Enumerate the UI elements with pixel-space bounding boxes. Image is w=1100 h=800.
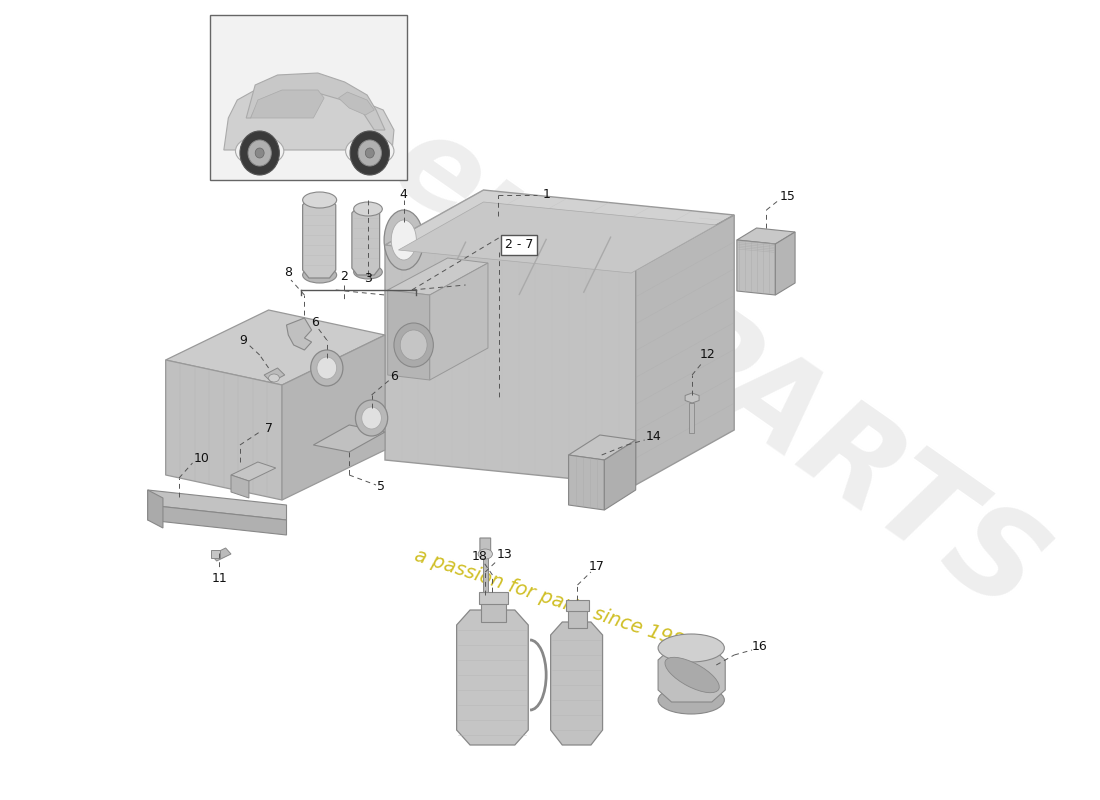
Text: 2: 2	[340, 270, 348, 282]
Bar	[690, 403, 694, 433]
Ellipse shape	[392, 220, 416, 260]
Text: 2 - 7: 2 - 7	[505, 238, 534, 251]
Polygon shape	[387, 290, 430, 380]
Ellipse shape	[302, 192, 337, 208]
Text: 14: 14	[646, 430, 661, 443]
Text: 10: 10	[194, 451, 209, 465]
Ellipse shape	[268, 374, 279, 382]
Polygon shape	[658, 648, 725, 702]
Polygon shape	[569, 455, 604, 510]
Polygon shape	[776, 232, 795, 295]
Polygon shape	[147, 490, 286, 520]
Polygon shape	[251, 90, 324, 118]
Bar	[210, 15, 407, 180]
Polygon shape	[636, 215, 734, 485]
Ellipse shape	[664, 658, 719, 693]
Text: a passion for parts since 1985: a passion for parts since 1985	[412, 546, 698, 654]
Polygon shape	[352, 207, 379, 275]
Text: 12: 12	[700, 349, 715, 362]
Polygon shape	[685, 393, 700, 403]
Polygon shape	[737, 240, 775, 295]
Polygon shape	[398, 202, 716, 273]
Polygon shape	[737, 228, 795, 244]
Ellipse shape	[255, 148, 264, 158]
Text: 9: 9	[240, 334, 248, 346]
Polygon shape	[302, 198, 336, 278]
Text: 1: 1	[542, 189, 550, 202]
Text: 6: 6	[390, 370, 398, 382]
Ellipse shape	[235, 136, 284, 166]
Ellipse shape	[345, 136, 394, 166]
Ellipse shape	[400, 330, 427, 360]
Bar	[484, 555, 488, 595]
Polygon shape	[385, 190, 734, 270]
Ellipse shape	[354, 202, 383, 216]
Polygon shape	[246, 73, 385, 130]
Ellipse shape	[478, 549, 493, 559]
Ellipse shape	[240, 131, 279, 175]
Polygon shape	[166, 360, 282, 500]
Polygon shape	[385, 245, 636, 485]
Text: 7: 7	[265, 422, 273, 434]
Text: 13: 13	[497, 549, 513, 562]
Text: 15: 15	[780, 190, 795, 202]
Text: euroPARTS: euroPARTS	[368, 102, 1064, 638]
Ellipse shape	[354, 265, 383, 279]
Polygon shape	[211, 548, 231, 561]
Polygon shape	[231, 475, 249, 498]
Ellipse shape	[310, 350, 343, 386]
Polygon shape	[569, 435, 636, 460]
Polygon shape	[430, 263, 488, 380]
Text: 16: 16	[751, 639, 767, 653]
Bar	[565, 600, 590, 611]
Text: 5: 5	[377, 481, 385, 494]
Text: 4: 4	[400, 189, 408, 202]
Ellipse shape	[302, 267, 337, 283]
Polygon shape	[166, 310, 385, 385]
Polygon shape	[282, 335, 385, 500]
Polygon shape	[147, 490, 163, 528]
Bar	[478, 592, 508, 604]
Polygon shape	[147, 505, 286, 535]
Ellipse shape	[658, 634, 724, 662]
Polygon shape	[551, 622, 603, 745]
Text: 8: 8	[284, 266, 293, 279]
Ellipse shape	[658, 686, 724, 714]
Text: 6: 6	[311, 317, 319, 330]
Polygon shape	[339, 92, 374, 115]
Polygon shape	[314, 425, 385, 452]
Ellipse shape	[394, 323, 433, 367]
Ellipse shape	[365, 148, 374, 158]
Bar	[211, 550, 220, 558]
Text: 18: 18	[472, 550, 487, 562]
Polygon shape	[456, 610, 528, 745]
Polygon shape	[264, 368, 285, 382]
Polygon shape	[223, 87, 394, 150]
Text: 3: 3	[364, 271, 372, 285]
Polygon shape	[286, 318, 311, 350]
Ellipse shape	[355, 400, 387, 436]
Polygon shape	[387, 258, 488, 295]
Polygon shape	[688, 397, 698, 403]
Ellipse shape	[317, 357, 337, 379]
Polygon shape	[231, 462, 276, 481]
Polygon shape	[480, 538, 491, 560]
Ellipse shape	[248, 140, 272, 166]
Ellipse shape	[359, 140, 382, 166]
Polygon shape	[604, 440, 636, 510]
Text: 17: 17	[588, 559, 604, 573]
Bar	[481, 600, 506, 622]
Ellipse shape	[384, 210, 424, 270]
Ellipse shape	[362, 407, 382, 429]
Bar	[568, 608, 587, 628]
Text: 11: 11	[211, 571, 228, 585]
Ellipse shape	[350, 131, 389, 175]
